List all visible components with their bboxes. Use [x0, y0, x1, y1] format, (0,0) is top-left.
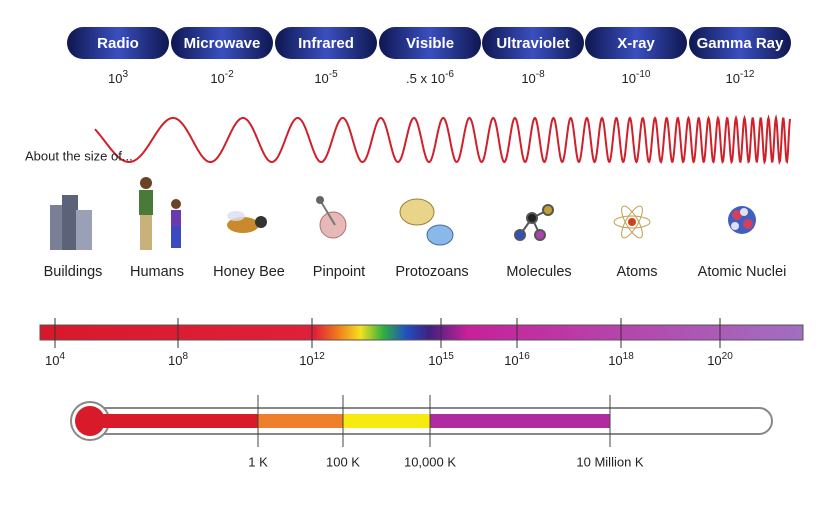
power-label: 108 — [168, 351, 188, 369]
object-label: Atomic Nuclei — [698, 264, 787, 280]
base: 10 — [521, 71, 535, 86]
band-label: Microwave — [184, 35, 261, 52]
temperature-label: 1 K — [248, 454, 268, 469]
power-label: 1020 — [707, 351, 733, 369]
exponent: -2 — [225, 69, 234, 80]
frequency-bar — [39, 324, 804, 341]
icons — [50, 177, 756, 250]
temperature-label: 100 K — [326, 454, 360, 469]
power-label: 10-12 — [726, 69, 755, 87]
power-label: 1016 — [504, 351, 530, 369]
band-label: Ultraviolet — [496, 35, 569, 52]
power-label: .5 x 10-6 — [406, 69, 454, 87]
base: 10 — [504, 353, 518, 368]
object-label: Buildings — [44, 264, 103, 280]
thermometer — [70, 401, 773, 441]
base: 10 — [622, 71, 636, 86]
band-label: X-ray — [617, 35, 655, 52]
base: 10 — [608, 353, 622, 368]
exponent: -12 — [740, 69, 755, 80]
band-pill — [689, 27, 791, 59]
exponent: 4 — [59, 351, 65, 362]
exponent: 16 — [519, 351, 531, 362]
wave — [94, 114, 791, 166]
power-label: 10-8 — [521, 69, 545, 87]
exponent: -6 — [445, 69, 454, 80]
base: 10 — [45, 353, 59, 368]
object-label: Honey Bee — [213, 264, 285, 280]
power-label: 10-5 — [314, 69, 338, 87]
exponent: -5 — [329, 69, 338, 80]
band-label: Visible — [406, 35, 454, 52]
base: 10 — [428, 353, 442, 368]
power-label: 10-2 — [210, 69, 234, 87]
base: 10 — [726, 71, 740, 86]
exponent: 20 — [722, 351, 734, 362]
object-label: Humans — [130, 264, 184, 280]
power-label: 104 — [45, 351, 65, 369]
base: 10 — [707, 353, 721, 368]
power-label: 1012 — [299, 351, 325, 369]
object-label: Atoms — [616, 264, 657, 280]
power-label: 1015 — [428, 351, 454, 369]
base: 10 — [168, 353, 182, 368]
base: 10 — [314, 71, 328, 86]
power-label: 10-10 — [622, 69, 651, 87]
exponent: 8 — [182, 351, 188, 362]
base: .5 x 10 — [406, 71, 445, 86]
band-pill — [67, 27, 169, 59]
object-label: Protozoans — [395, 264, 468, 280]
temperature-label: 10 Million K — [576, 454, 644, 469]
band-label: Gamma Ray — [697, 35, 784, 52]
band-pill — [171, 27, 273, 59]
band-pill — [379, 27, 481, 59]
exponent: -10 — [636, 69, 651, 80]
exponent: -8 — [536, 69, 545, 80]
band-pill — [275, 27, 377, 59]
power-label: 1018 — [608, 351, 634, 369]
exponent: 3 — [122, 69, 128, 80]
band-pill — [585, 27, 687, 59]
base: 10 — [108, 71, 122, 86]
band-label: Radio — [97, 35, 139, 52]
temperature-label: 10,000 K — [404, 454, 456, 469]
power-label: 103 — [108, 69, 128, 87]
exponent: 12 — [314, 351, 326, 362]
object-label: Molecules — [506, 264, 571, 280]
band-pill — [482, 27, 584, 59]
base: 10 — [210, 71, 224, 86]
exponent: 15 — [443, 351, 455, 362]
band-label: Infrared — [298, 35, 354, 52]
exponent: 18 — [623, 351, 635, 362]
object-label: Pinpoint — [313, 264, 365, 280]
base: 10 — [299, 353, 313, 368]
size-caption: About the size of... — [25, 148, 133, 163]
